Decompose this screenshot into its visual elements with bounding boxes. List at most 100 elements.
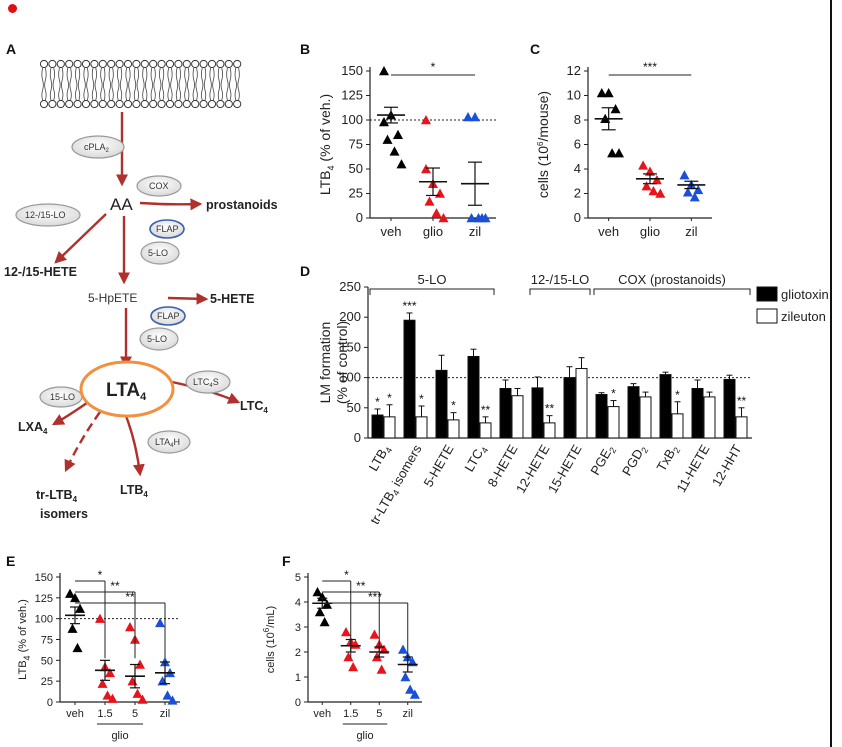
significance-label: * [451, 399, 456, 413]
metabolite-prostanoids: prostanoids [206, 198, 278, 212]
data-point [132, 688, 143, 698]
lipid-tail-bottom [83, 89, 89, 101]
bar [575, 368, 588, 439]
data-point [67, 623, 78, 633]
significance-label: * [387, 391, 392, 405]
y-axis-label-sup: 6 [262, 627, 271, 632]
data-point [389, 146, 400, 156]
data-point [607, 148, 618, 158]
x-tick-label-sub: 4 [479, 446, 490, 455]
group-bracket [593, 288, 751, 295]
lipid-tail-top [159, 67, 165, 91]
metabolite-tr-ltb4: tr-LTB4 [36, 488, 78, 504]
data-point [398, 644, 408, 654]
lipid-head-bottom [65, 99, 74, 109]
y-tick-label: 8 [574, 112, 581, 127]
significance-label: *** [402, 299, 416, 313]
x-tick-label: 1.5 [343, 708, 358, 720]
data-point [393, 129, 403, 139]
y-tick-label: 75 [41, 635, 53, 647]
data-point [95, 613, 105, 623]
bar [703, 396, 716, 439]
y-axis-label: cells (106/mouse) [535, 91, 551, 198]
y-axis-label-rest: /mL) [265, 606, 277, 628]
lipid-head-top [115, 59, 124, 69]
y-axis-label-sub: 4 [22, 655, 32, 660]
data-point [679, 170, 690, 180]
x-tick-label: zil [685, 224, 697, 239]
y-tick-label: 25 [349, 186, 363, 201]
data-point [376, 664, 387, 674]
x-tick-label-rest: isomers [387, 442, 425, 492]
legend-swatch [756, 308, 778, 324]
lipid-head-top [191, 59, 200, 69]
y-tick-label: 0 [354, 430, 361, 445]
lipid-head-top [132, 59, 141, 69]
x-tick-label: glio [640, 224, 660, 239]
lipid-head-top [207, 59, 217, 69]
lipid-tail-top [125, 67, 131, 91]
enzyme-cpla2: cPLA2 [71, 135, 125, 159]
pathway-diagram: cPLA2 COX 12-/15-LO FLAP 5-LO FLAP 5-LO [4, 59, 278, 521]
lipid-tail-top [41, 67, 47, 91]
bar [671, 413, 684, 439]
data-point [369, 629, 380, 639]
data-point [127, 676, 138, 686]
arrow-lta4-to-ltb4 [124, 415, 145, 477]
lipid-tail-bottom [133, 89, 139, 101]
svg-text:12-/15-LO: 12-/15-LO [25, 210, 66, 220]
lipid-tail-top [184, 67, 190, 91]
enzyme-12-15-lo: 12-/15-LO [15, 203, 81, 227]
metabolite-ltb4: LTB4 [120, 483, 148, 499]
significance-label: * [611, 387, 616, 401]
y-tick-label: 25 [41, 676, 53, 688]
bar [403, 319, 416, 439]
lipid-head-bottom [56, 99, 65, 109]
metabolite-ltc4: LTC4 [240, 399, 268, 415]
y-tick-label: 100 [339, 370, 361, 385]
y-tick-label: 10 [567, 88, 581, 103]
lipid-head-bottom [233, 99, 242, 109]
data-point [466, 213, 477, 223]
x-tick-label: 5-HETE [420, 442, 456, 490]
lipid-tail-bottom [167, 89, 173, 101]
data-point [322, 599, 332, 609]
data-point [409, 689, 420, 699]
y-tick-label: 2 [574, 186, 581, 201]
y-tick-label: 75 [349, 137, 363, 152]
lipid-tail-top [100, 67, 106, 91]
lipid-head-bottom [123, 99, 133, 109]
data-point [614, 148, 624, 158]
y-tick-label: 12 [567, 63, 581, 78]
svg-text:15-LO: 15-LO [50, 392, 75, 402]
panel-label-b: B [300, 41, 310, 57]
lipid-head-bottom [98, 99, 107, 109]
y-axis-label-rest: (% of veh.) [17, 599, 29, 655]
x-tick-label: 5 [376, 708, 382, 720]
y-tick-label: 150 [339, 339, 361, 354]
lipid-tail-bottom [226, 89, 232, 101]
data-point [431, 208, 442, 218]
x-tick-label: veh [313, 708, 331, 720]
group-label: COX (prostanoids) [618, 272, 726, 287]
y-tick-label: 0 [47, 697, 53, 709]
bar [627, 386, 640, 439]
y-axis-label-sub: 4 [326, 165, 336, 170]
data-point [341, 627, 351, 637]
data-point [682, 187, 693, 197]
lipid-tail-top [226, 67, 232, 91]
lipid-tail-bottom [184, 89, 190, 101]
lipid-tail-top [75, 67, 81, 91]
x-tick-label-sub: 2 [639, 446, 650, 455]
lipid-head-bottom [224, 99, 233, 109]
data-point [107, 693, 118, 703]
data-point [400, 672, 411, 682]
lipid-head-bottom [165, 99, 175, 109]
x-tick-label-sub: 4 [383, 446, 394, 455]
x-tick-label: glio [423, 224, 443, 239]
y-tick-label: 4 [295, 597, 301, 609]
x-tick-label-sub: 4 [391, 488, 402, 497]
lipid-head-top [98, 59, 107, 69]
y-tick-label: 3 [295, 622, 301, 634]
x-tick-label: veh [381, 224, 402, 239]
